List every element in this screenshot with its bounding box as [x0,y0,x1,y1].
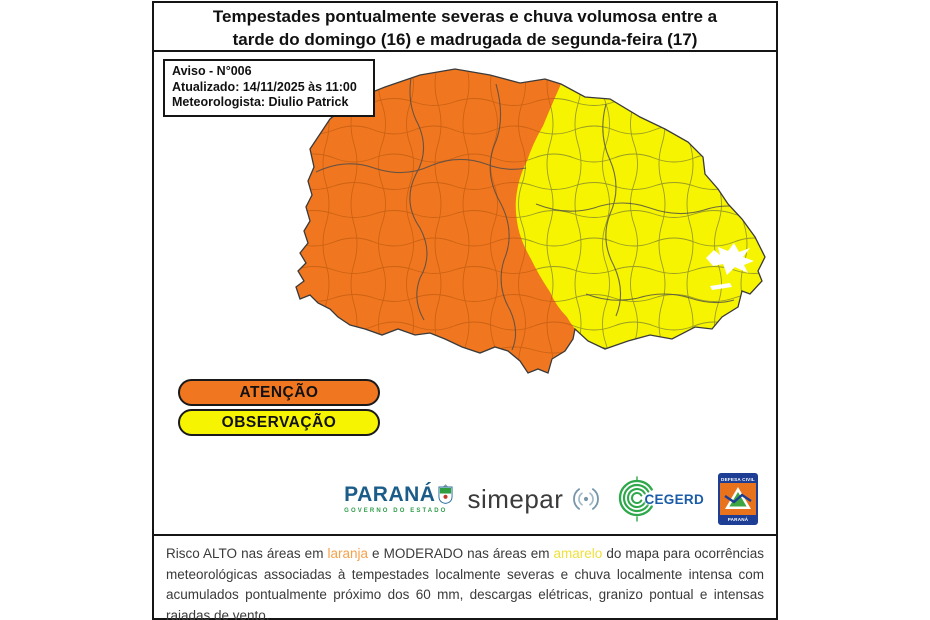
parana-logo-title: PARANÁ [344,483,436,506]
regional-borders [315,71,751,351]
map-panel: Aviso - N°006 Atualizado: 14/11/2025 às … [152,52,778,536]
description-part-3: do mapa para ocorrências meteorológicas … [166,546,765,620]
risk-description: Risco ALTO nas áreas em laranja e MODERA… [166,544,764,620]
coastal-inlet [710,283,732,290]
description-highlight-amarelo: amarelo [553,546,603,561]
defesa-civil-bottom-label: PARANÁ [720,515,756,523]
content-frame: Tempestades pontualmente severas e chuva… [152,1,778,620]
description-part-2: e MODERADO nas áreas em [368,546,554,561]
legend-attention-label: ATENÇÃO [239,383,319,401]
cegerd-rings-icon [619,476,654,522]
parana-government-logo: PARANÁ GOVERNO DO ESTADO [344,484,453,514]
cegerd-logo: CEGERD [617,476,704,522]
simepar-logo: simepar [467,482,603,516]
title-line-1: Tempestades pontualmente severas e chuva… [212,7,718,26]
parana-logo-subtitle: GOVERNO DO ESTADO [344,508,448,514]
defesa-civil-top-label: DEFESA CIVIL [720,475,756,483]
parana-state-map [295,68,766,374]
title-line-2: tarde do domingo (16) e madrugada de seg… [232,30,698,49]
cegerd-logo-title: CEGERD [644,491,704,507]
description-part-1: Risco ALTO nas áreas em [166,546,328,561]
logos-row: PARANÁ GOVERNO DO ESTADO simepar [344,473,758,525]
simepar-logo-title: simepar [467,483,564,514]
title-box: Tempestades pontualmente severas e chuva… [152,1,778,52]
description-highlight-laranja: laranja [327,546,369,561]
notice-meteorologist: Meteorologista: Diulio Patrick [172,95,349,109]
description-box: Risco ALTO nas áreas em laranja e MODERA… [152,536,778,620]
paranagua-bay [706,243,754,275]
notice-number: Aviso - N°006 [172,64,252,78]
legend-observation-label: OBSERVAÇÃO [221,413,337,431]
defesa-civil-triangle-icon [724,487,752,509]
legend-attention-pill: ATENÇÃO [178,379,380,406]
simepar-antenna-icon [573,488,600,510]
legend-observation-pill: OBSERVAÇÃO [178,409,380,436]
parana-coat-of-arms-icon [438,484,453,504]
notice-box: Aviso - N°006 Atualizado: 14/11/2025 às … [163,59,375,117]
defesa-civil-logo: DEFESA CIVIL PARANÁ [718,473,758,525]
notice-updated: Atualizado: 14/11/2025 às 11:00 [172,79,357,94]
